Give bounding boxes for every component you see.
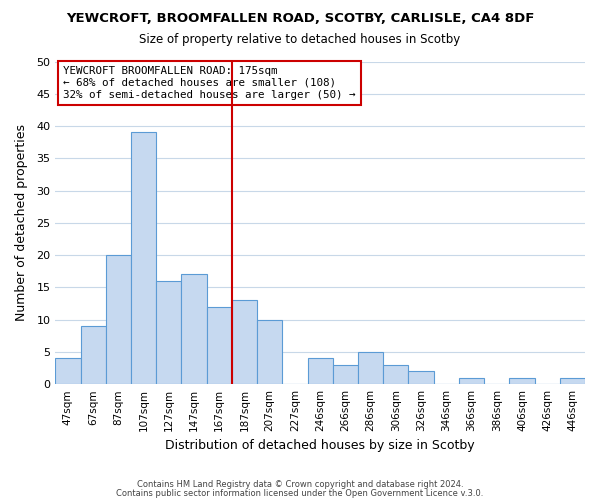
Bar xyxy=(383,365,409,384)
Bar xyxy=(409,372,434,384)
Bar xyxy=(257,320,283,384)
Bar xyxy=(206,306,232,384)
Text: YEWCROFT, BROOMFALLEN ROAD, SCOTBY, CARLISLE, CA4 8DF: YEWCROFT, BROOMFALLEN ROAD, SCOTBY, CARL… xyxy=(66,12,534,26)
Bar xyxy=(106,255,131,384)
Bar xyxy=(358,352,383,384)
Y-axis label: Number of detached properties: Number of detached properties xyxy=(15,124,28,322)
Text: Contains HM Land Registry data © Crown copyright and database right 2024.: Contains HM Land Registry data © Crown c… xyxy=(137,480,463,489)
Bar xyxy=(131,132,156,384)
Bar xyxy=(308,358,333,384)
Bar xyxy=(333,365,358,384)
Bar xyxy=(80,326,106,384)
Bar xyxy=(181,274,206,384)
Text: Size of property relative to detached houses in Scotby: Size of property relative to detached ho… xyxy=(139,32,461,46)
Bar xyxy=(55,358,80,384)
Bar xyxy=(560,378,585,384)
Text: YEWCROFT BROOMFALLEN ROAD: 175sqm
← 68% of detached houses are smaller (108)
32%: YEWCROFT BROOMFALLEN ROAD: 175sqm ← 68% … xyxy=(63,66,356,100)
Text: Contains public sector information licensed under the Open Government Licence v.: Contains public sector information licen… xyxy=(116,489,484,498)
Bar xyxy=(232,300,257,384)
Bar xyxy=(156,281,181,384)
Bar xyxy=(509,378,535,384)
Bar xyxy=(459,378,484,384)
X-axis label: Distribution of detached houses by size in Scotby: Distribution of detached houses by size … xyxy=(166,440,475,452)
